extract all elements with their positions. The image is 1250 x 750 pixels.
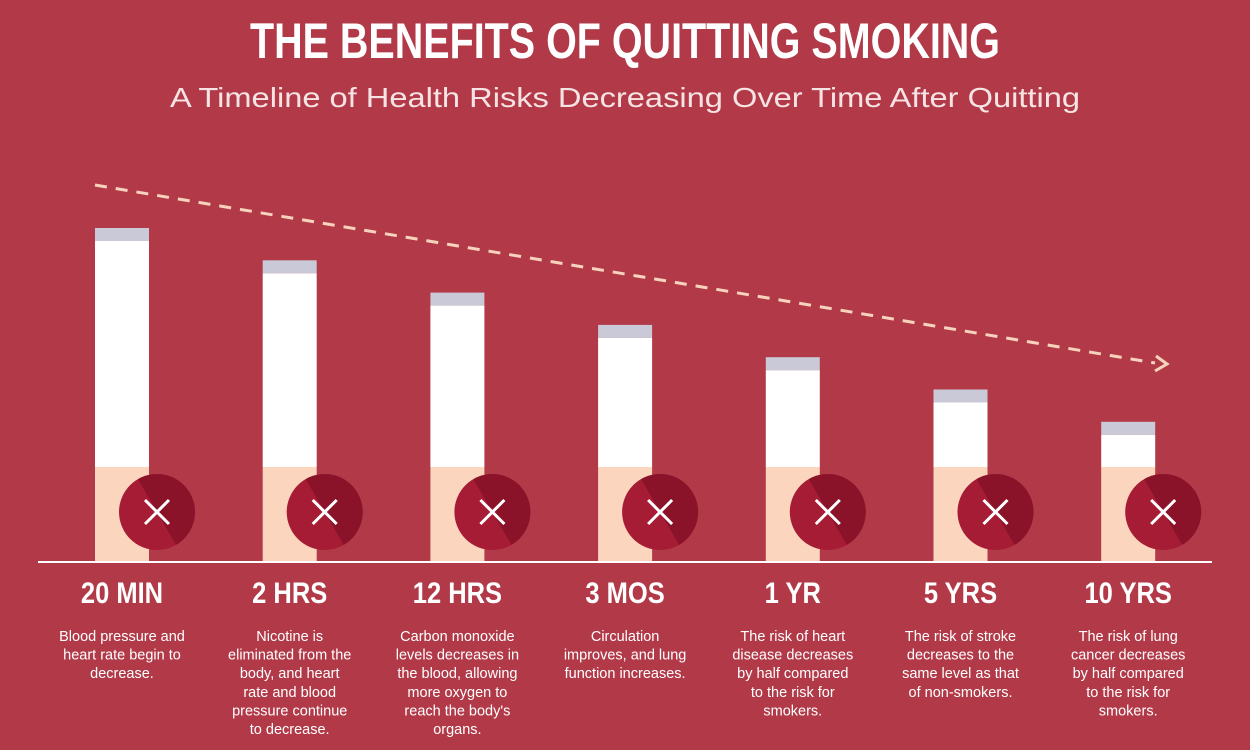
step-description: of non-smokers.	[909, 685, 1013, 701]
step-description: The risk of stroke	[905, 629, 1016, 645]
step-label: 20 MIN	[81, 576, 163, 609]
step-description: eliminated from the	[228, 648, 351, 664]
step-description: same level as that	[902, 666, 1019, 682]
trend-arrow	[94, 183, 1156, 365]
step-label: 3 MOS	[585, 576, 664, 609]
cigarette-paper	[765, 370, 820, 467]
step-description: heart rate begin to	[63, 648, 181, 664]
step-label: 2 HRS	[252, 576, 327, 609]
x-icon	[143, 498, 171, 526]
step-description: to decrease.	[250, 722, 330, 738]
step-description: Nicotine is	[256, 629, 323, 645]
cigarette-ash	[933, 389, 988, 403]
x-icon	[1150, 498, 1177, 526]
x-badge-shade	[808, 473, 866, 545]
cigarette-paper	[1101, 434, 1156, 467]
x-icon	[311, 498, 338, 526]
cigarette-ash	[1101, 421, 1156, 435]
step-label: 12 HRS	[413, 576, 502, 609]
step-description: cancer decreases	[1071, 648, 1185, 664]
cigarette-paper	[430, 305, 485, 467]
step-description: to the risk for	[751, 685, 835, 701]
step-description: by half compared	[737, 666, 848, 682]
step-description: improves, and lung	[564, 648, 687, 664]
step-description: pressure continue	[232, 703, 347, 719]
x-badge-shade	[1144, 473, 1202, 545]
cigarette-ash	[95, 228, 149, 241]
x-icon	[982, 498, 1009, 526]
step-description: reach the body's	[404, 703, 510, 719]
step-description: smokers.	[1099, 703, 1158, 719]
arrow-head	[1154, 354, 1170, 373]
title: THE BENEFITS OF QUITTING SMOKING	[250, 13, 1000, 69]
step-description: the blood, allowing	[397, 666, 517, 682]
cigarette-ash	[765, 357, 820, 371]
step-description: levels decreases in	[396, 648, 519, 664]
step-description: Circulation	[591, 629, 660, 645]
step-description: organs.	[433, 722, 481, 738]
step-description: by half compared	[1073, 666, 1184, 682]
subtitle: A Timeline of Health Risks Decreasing Ov…	[170, 82, 1080, 113]
x-badge-shade	[976, 474, 1034, 545]
step-description: disease decreases	[732, 648, 853, 664]
cigarette-paper	[262, 273, 317, 467]
cigarette-paper	[95, 241, 149, 467]
step-label: 1 YR	[765, 576, 821, 609]
step-description: decrease.	[90, 666, 154, 682]
step-label: 5 YRS	[924, 576, 997, 609]
x-icon	[814, 498, 841, 526]
step-description: function increases.	[565, 666, 686, 682]
step-description: to the risk for	[1086, 685, 1170, 701]
x-badge-shade	[641, 473, 699, 545]
step-description: The risk of lung	[1079, 629, 1178, 645]
step-description: body, and heart	[240, 666, 340, 682]
steps: 20 MIN Blood pressure and heart rate begin…	[59, 228, 1202, 738]
cigarette-ash	[598, 324, 653, 338]
step-description: rate and blood	[243, 685, 336, 701]
step-label: 10 YRS	[1085, 576, 1172, 609]
x-badge-shade	[473, 473, 531, 545]
cigarette-paper	[933, 402, 988, 467]
step-description: Blood pressure and	[59, 629, 185, 645]
step-description: more oxygen to	[407, 685, 507, 701]
cigarette-ash	[430, 292, 485, 306]
cigarette-ash	[262, 260, 317, 274]
x-badge-shade	[138, 474, 195, 545]
step-description: The risk of heart	[740, 629, 845, 645]
x-badge-shade	[305, 474, 363, 545]
x-icon	[647, 498, 674, 526]
step-description: Carbon monoxide	[400, 629, 514, 645]
step-description: smokers.	[763, 703, 822, 719]
step-description: decreases to the	[907, 648, 1014, 664]
x-icon	[479, 498, 506, 526]
cigarette-paper	[598, 337, 653, 467]
